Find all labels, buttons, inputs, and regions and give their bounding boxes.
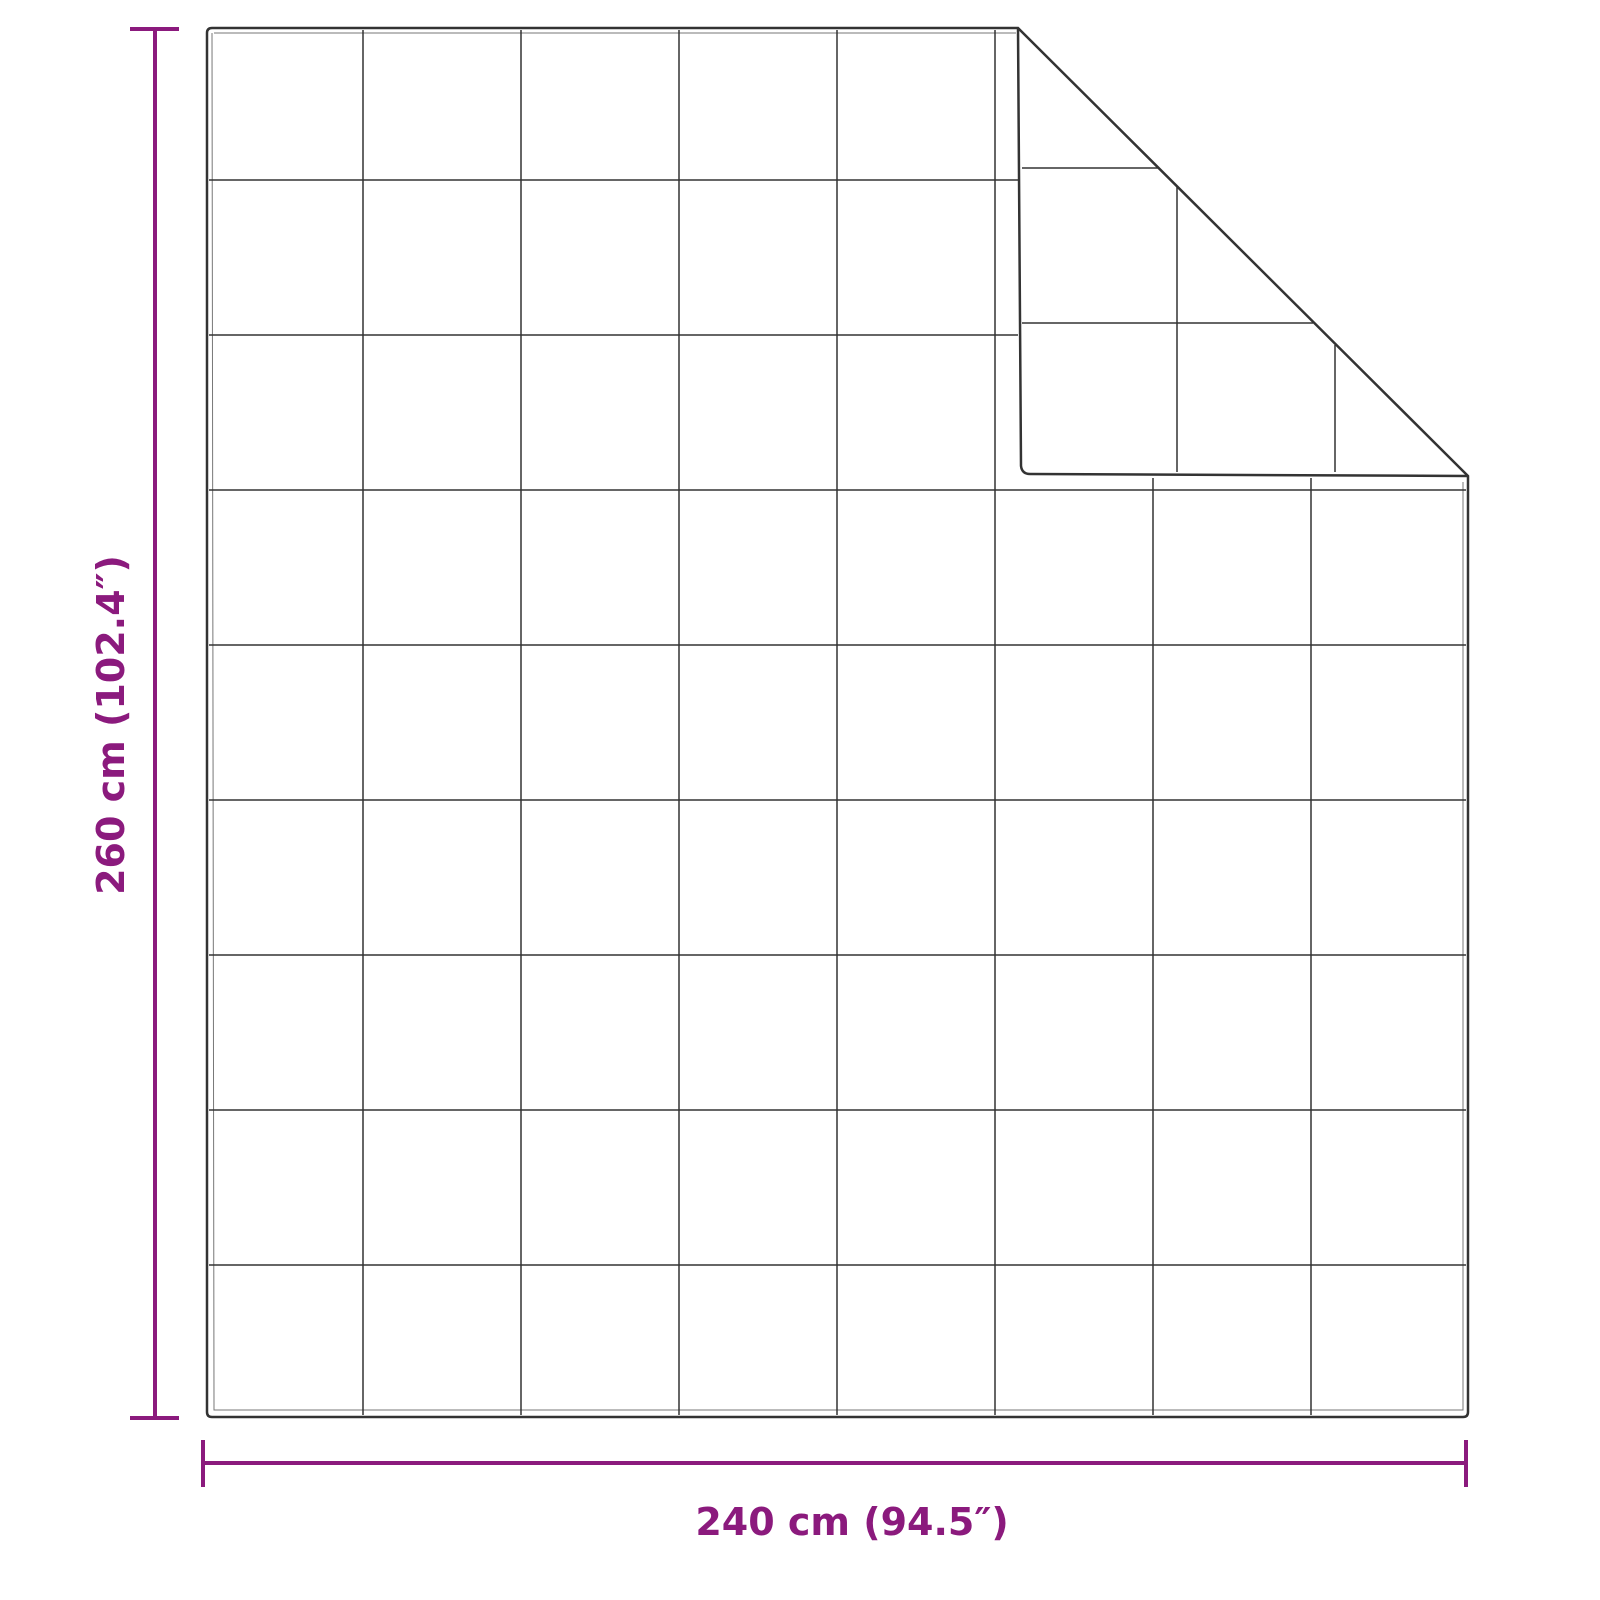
quilt-drawing: [205, 26, 1470, 1419]
quilt-inner-seam: [211, 32, 1464, 1411]
width-label: 240 cm (94.5″): [695, 1500, 1008, 1544]
height-label: 260 cm (102.4″): [89, 555, 133, 895]
height-dimension: [130, 27, 179, 1420]
quilt-outline: [205, 26, 1470, 1419]
width-dimension: [201, 1440, 1468, 1487]
folded-corner-flap: [1016, 27, 1469, 478]
quilt-grid: [209, 30, 1466, 1415]
